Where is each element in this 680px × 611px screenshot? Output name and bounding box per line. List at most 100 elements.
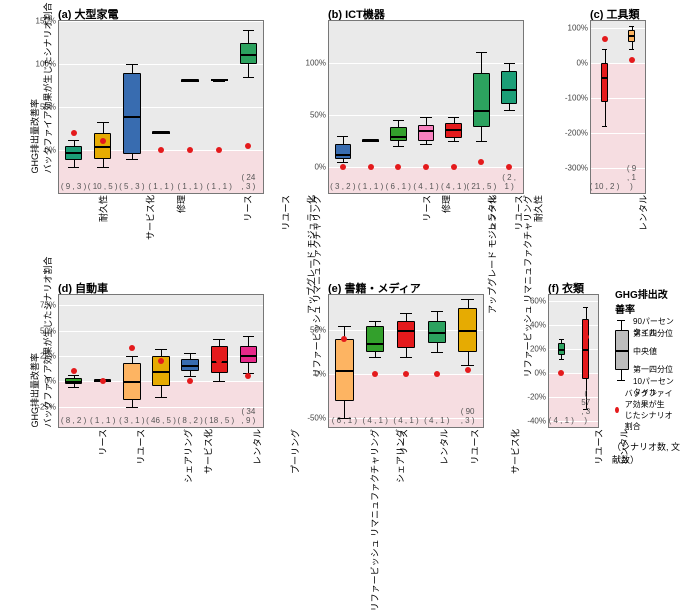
y-axis-label: GHG排出量改善率 バックファイア効果が生じたシナリオ割合	[28, 171, 54, 342]
plot-area: -40%-20%0%20%40%60%リユースレンタル( 4 , 1 )( 57…	[548, 294, 599, 428]
dot-icon	[615, 407, 619, 413]
x-label: レンタル	[438, 429, 451, 465]
ytick: 50%	[310, 326, 329, 335]
count-label: ( 3 , 2 )	[330, 182, 355, 191]
backfire-dot	[506, 164, 512, 170]
backfire-dot	[478, 159, 484, 165]
backfire-dot	[71, 368, 77, 374]
count-label: ( 57 , 3 )	[580, 389, 592, 425]
ytick: -50%	[307, 414, 329, 423]
x-label: シェアリング	[181, 429, 194, 483]
x-label: サービス化	[202, 429, 215, 474]
box-darkgreen	[473, 73, 490, 127]
backfire-dot	[71, 130, 77, 136]
ytick: 50%	[310, 110, 329, 119]
count-label: ( 21 , 5 )	[467, 182, 497, 191]
backfire-dot	[403, 371, 409, 377]
panel-a: (a) 大型家電0%50%100%150%耐久性サービス化リファービッシュ リマ…	[20, 6, 270, 266]
count-label: ( 10 , 2 )	[590, 182, 620, 191]
x-label: リース	[397, 429, 410, 456]
backfire-dot	[340, 164, 346, 170]
legend-p10: 10パーセンタイル	[633, 376, 677, 398]
count-label: ( 9 , 1 )	[625, 164, 639, 191]
backfire-dot	[583, 334, 589, 340]
count-label: ( 90 , 3 )	[460, 407, 475, 425]
x-label: リユース	[134, 429, 147, 465]
count-label: ( 4 , 1 )	[424, 416, 449, 425]
x-label: リユース	[512, 195, 525, 231]
count-label: ( 2 , 1 )	[502, 173, 516, 191]
backfire-dot	[100, 378, 106, 384]
ytick: 0%	[576, 59, 591, 68]
count-label: ( 8 , 2 )	[177, 416, 202, 425]
backfire-dot	[216, 358, 222, 364]
panel-c: (c) 工具類-300%-200%-100%0%100%レンタルシェアリング( …	[552, 6, 652, 266]
count-label: ( 5 , 3 )	[119, 182, 144, 191]
plot-area: -300%-200%-100%0%100%レンタルシェアリング( 10 , 2 …	[590, 20, 646, 194]
ytick: 100%	[306, 58, 329, 67]
backfire-dot	[100, 138, 106, 144]
backfire-dot	[465, 367, 471, 373]
count-label: ( 4 , 1 )	[441, 182, 466, 191]
ytick: 60%	[530, 297, 549, 306]
panel-f: (f) 衣類-40%-20%0%20%40%60%リユースレンタル( 4 , 1…	[510, 280, 605, 510]
legend-med: 中央値	[633, 346, 657, 357]
count-label: ( 34 , 9 )	[241, 407, 256, 425]
x-label: レンタル	[636, 195, 649, 231]
box-green	[366, 326, 384, 352]
backfire-dot	[558, 370, 564, 376]
legend-q3: 第三四分位	[633, 328, 673, 339]
ytick: 0%	[314, 162, 329, 171]
count-label: ( 24 , 3 )	[241, 173, 256, 191]
legend: GHG排出改善率 90パーセンタイル 第三四分位 中央値 第一四分位 10パーセ…	[615, 286, 677, 434]
legend-q1: 第一四分位	[633, 364, 673, 375]
count-label: ( 10 , 5 )	[88, 182, 118, 191]
count-label: ( 3 , 1 )	[119, 416, 144, 425]
backfire-dot	[629, 57, 635, 63]
ytick: -20%	[527, 393, 549, 402]
count-label: ( 18 , 5 )	[204, 416, 234, 425]
plot-area: 0%50%100%リファービッシュ リマニュファクチャリングアップグレード モジ…	[328, 20, 524, 194]
backfire-dot	[368, 164, 374, 170]
box-pink	[418, 125, 435, 141]
x-label: 修理	[175, 195, 188, 213]
x-labels: リユースレンタル	[549, 427, 598, 507]
y-axis-label: GHG排出量改善率 バックファイア効果が生じたシナリオ割合	[28, 0, 54, 88]
plot-area: -50%0%50%シェアリングリースレンタルリユースサービス化( 6 , 1 )…	[328, 294, 484, 428]
legend-title: GHG排出改善率	[615, 286, 677, 316]
x-label: 修理	[440, 195, 453, 213]
box-green	[390, 127, 407, 141]
box-teal	[501, 71, 518, 104]
count-label: ( 4 , 1 )	[413, 182, 438, 191]
x-label: レンタル	[485, 195, 498, 231]
x-label: レンタル	[251, 429, 264, 465]
count-label: ( 8 , 2 )	[61, 416, 86, 425]
ytick: 20%	[530, 345, 549, 354]
box-red	[397, 321, 415, 347]
panel-e: (e) 書籍・メディア-50%0%50%シェアリングリースレンタルリユースサービ…	[290, 280, 490, 510]
backfire-dot	[372, 371, 378, 377]
backfire-dot	[341, 336, 347, 342]
count-label: ( 4 , 1 )	[363, 416, 388, 425]
box-blue	[123, 73, 140, 155]
x-labels: 耐久性サービス化リファービッシュ リマニュファクチャリング修理アップグレード モ…	[59, 193, 263, 263]
count-label: ( 1 , 1 )	[177, 182, 202, 191]
backfire-dot	[434, 371, 440, 377]
count-label: ( 1 , 1 )	[90, 416, 115, 425]
ytick: 100%	[568, 24, 591, 33]
backfire-dot	[245, 143, 251, 149]
count-label: ( 4 , 1 )	[549, 416, 574, 425]
count-label: ( 9 , 3 )	[61, 182, 86, 191]
panel-d: (d) 自動車-25%0%25%50%75%リースリユースシェアリングサービス化…	[20, 280, 270, 510]
x-label: 耐久性	[96, 195, 109, 222]
x-label: リユース	[592, 429, 605, 465]
backfire-dot	[451, 164, 457, 170]
legend-note: （シナリオ数, 文献数）	[612, 440, 680, 466]
x-labels: リースリユースシェアリングサービス化リファービッシュ リマニュファクチャリングレ…	[59, 427, 263, 507]
backfire-dot	[245, 373, 251, 379]
count-label: ( 4 , 1 )	[393, 416, 418, 425]
backfire-dot	[602, 36, 608, 42]
count-label: ( 6 , 1 )	[386, 182, 411, 191]
backfire-dot	[129, 345, 135, 351]
box-red	[601, 63, 609, 102]
